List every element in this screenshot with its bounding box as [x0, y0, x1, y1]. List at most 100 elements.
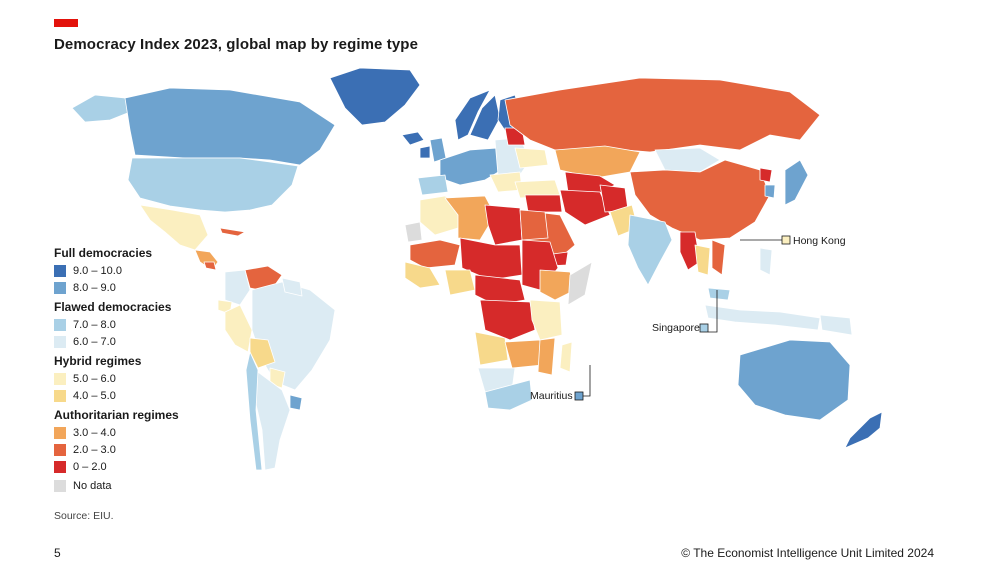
region-iraq-syria [524, 194, 563, 213]
legend-group-title: Authoritarian regimes [54, 408, 179, 422]
region-paraguay [269, 367, 286, 389]
region-canada [124, 87, 336, 166]
region-egypt [519, 209, 549, 241]
region-bolivia [249, 337, 276, 369]
region-somalia [567, 261, 593, 306]
region-congo [479, 299, 536, 341]
singapore-marker [699, 323, 709, 333]
legend-label: 9.0 – 10.0 [73, 264, 122, 277]
legend-item: 8.0 – 9.0 [54, 279, 224, 296]
region-norway [454, 89, 491, 141]
page-number: 5 [54, 546, 61, 560]
region-japan [784, 159, 809, 206]
legend-swatch [54, 426, 66, 439]
region-western-sahara [404, 221, 423, 243]
legend-group-title: Full democracies [54, 246, 153, 260]
region-south-korea [764, 184, 776, 199]
region-peru [224, 304, 253, 353]
region-guianas [281, 277, 303, 297]
region-nigeria [444, 269, 476, 296]
legend-item: 9.0 – 10.0 [54, 262, 224, 279]
region-colombia [224, 269, 251, 306]
legend-label: 4.0 – 5.0 [73, 389, 116, 402]
region-sweden [469, 94, 501, 141]
region-sahel-west [409, 239, 461, 269]
region-brazil [251, 281, 336, 391]
legend-item: 3.0 – 4.0 [54, 424, 224, 441]
legend-swatch [54, 443, 66, 456]
legend-swatch [54, 335, 66, 348]
hong-kong-label: Hong Kong [793, 235, 846, 247]
region-new-zealand [844, 411, 883, 449]
region-mozambique [537, 337, 556, 376]
legend-label: 7.0 – 8.0 [73, 318, 116, 331]
mauritius-label: Mauritius [530, 390, 573, 402]
legend-item-no-data: No data [54, 477, 224, 494]
legend-label: 8.0 – 9.0 [73, 281, 116, 294]
region-spain [417, 174, 449, 196]
region-south-africa [484, 379, 533, 411]
region-mongolia [654, 147, 721, 173]
region-ethiopia [539, 269, 576, 301]
legend-swatch [54, 281, 66, 294]
region-kenya-tanzania [529, 299, 563, 341]
source-note: Source: EIU. [54, 510, 114, 522]
region-vietnam [711, 239, 726, 276]
legend-item: 6.0 – 7.0 [54, 333, 224, 350]
region-iran [559, 189, 611, 226]
legend-swatch [54, 389, 66, 402]
region-usa [127, 157, 299, 213]
region-iceland [401, 131, 425, 146]
legend-label: No data [73, 479, 112, 492]
region-angola [474, 331, 509, 366]
region-thailand [694, 244, 711, 276]
region-philippines [759, 247, 773, 276]
legend-item: 4.0 – 5.0 [54, 387, 224, 404]
region-north-korea [759, 167, 773, 183]
chart-title: Democracy Index 2023, global map by regi… [54, 36, 419, 53]
region-malaysia [707, 287, 731, 301]
region-west-africa-coast [404, 261, 441, 289]
region-greenland [329, 67, 421, 126]
legend-label: 6.0 – 7.0 [73, 335, 116, 348]
region-indonesia [704, 304, 821, 331]
region-libya [484, 204, 523, 246]
legend-item: 0 – 2.0 [54, 458, 224, 475]
legend-swatch [54, 372, 66, 385]
map-legend: Full democracies 9.0 – 10.0 8.0 – 9.0 Fl… [54, 242, 224, 494]
legend-label: 5.0 – 6.0 [73, 372, 116, 385]
legend-label: 2.0 – 3.0 [73, 443, 116, 456]
hong-kong-marker [781, 235, 791, 245]
region-uruguay [289, 394, 303, 411]
region-zambia-zim [504, 339, 543, 369]
mauritius-marker [574, 391, 584, 401]
legend-swatch [54, 479, 66, 492]
region-china [629, 159, 771, 241]
region-chile [245, 351, 263, 471]
legend-label: 3.0 – 4.0 [73, 426, 116, 439]
legend-item: 2.0 – 3.0 [54, 441, 224, 458]
region-algeria [444, 195, 496, 241]
region-png [819, 314, 853, 336]
region-ukraine [514, 147, 549, 169]
legend-group-title: Flawed democracies [54, 300, 172, 314]
region-russia [504, 77, 821, 153]
legend-swatch [54, 460, 66, 473]
copyright-notice: © The Economist Intelligence Unit Limite… [681, 546, 934, 560]
region-australia [737, 339, 851, 421]
singapore-label: Singapore [652, 322, 700, 334]
region-india [627, 214, 673, 286]
region-cuba [219, 227, 246, 237]
legend-item: 5.0 – 6.0 [54, 370, 224, 387]
legend-label: 0 – 2.0 [73, 460, 107, 473]
region-nicaragua [203, 261, 217, 271]
region-madagascar [559, 341, 573, 373]
brand-red-tag [54, 19, 78, 27]
region-myanmar [679, 231, 701, 271]
legend-group-title: Hybrid regimes [54, 354, 142, 368]
region-ireland [419, 145, 431, 159]
region-argentina [254, 371, 291, 471]
legend-swatch [54, 318, 66, 331]
legend-swatch [54, 264, 66, 277]
